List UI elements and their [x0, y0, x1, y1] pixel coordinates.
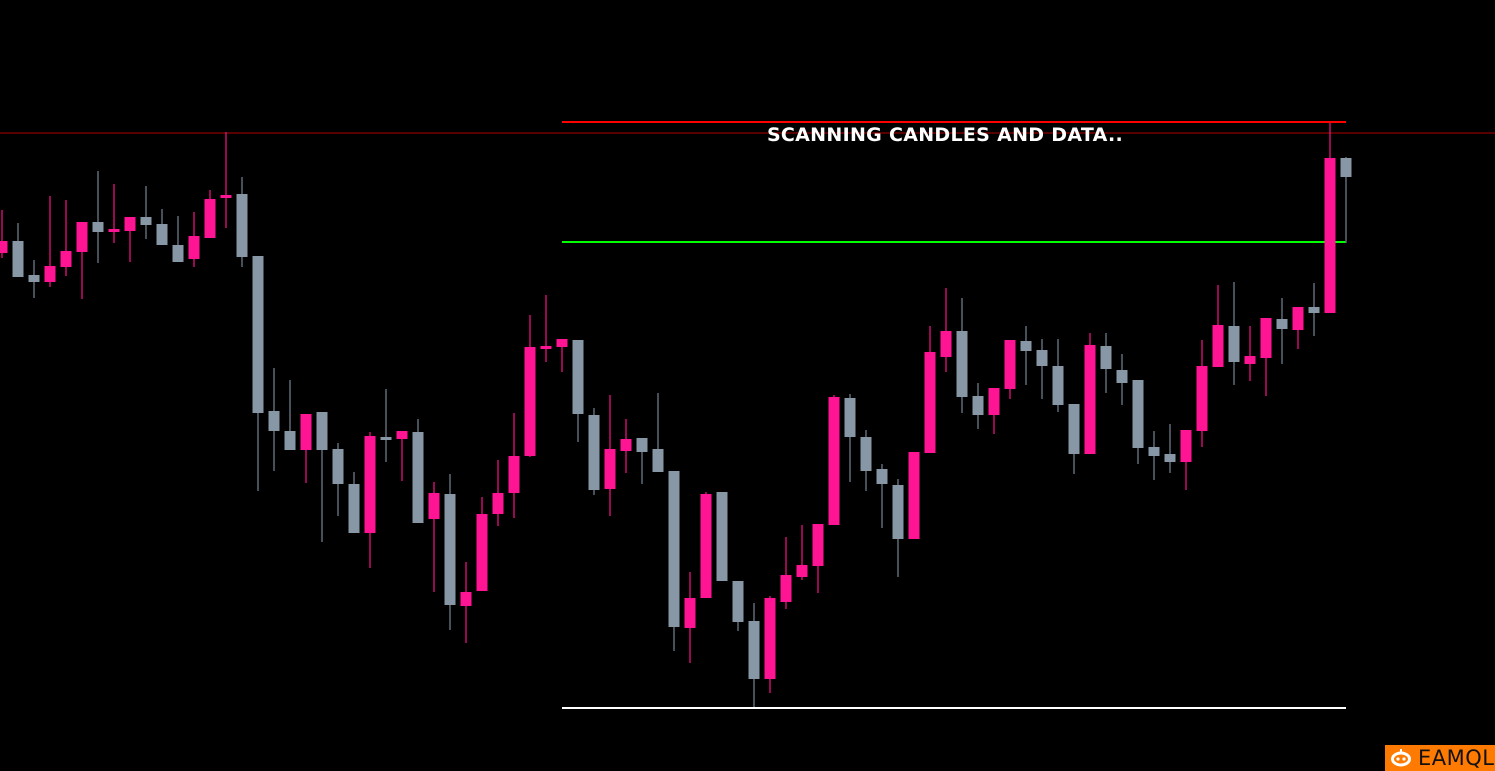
candle-body-bearish: [1020, 341, 1032, 351]
candle-body-bullish: [108, 229, 120, 232]
candle-body-bullish: [44, 266, 56, 282]
candle-body-bearish: [892, 485, 904, 539]
candle-body-bearish: [284, 431, 296, 450]
candle-body-bearish: [732, 581, 744, 622]
candle-body-bullish: [684, 598, 696, 628]
candle-body-bullish: [492, 493, 504, 514]
candle-body-bearish: [1164, 454, 1176, 462]
candle-body-bullish: [1004, 340, 1016, 389]
candle-body-bullish: [556, 339, 568, 347]
candle-body-bullish: [1292, 307, 1304, 330]
candle-body-bearish: [748, 621, 760, 679]
candle-body-bearish: [1132, 380, 1144, 448]
candle-body-bearish: [1036, 350, 1048, 366]
candle-body-bearish: [252, 256, 264, 413]
candle-body-bullish: [764, 598, 776, 679]
candle-body-bearish: [1100, 346, 1112, 369]
candle-body-bearish: [140, 217, 152, 225]
candle-body-bearish: [268, 411, 280, 431]
candle-body-bearish: [12, 241, 24, 277]
candle-body-bearish: [28, 275, 40, 282]
candle-body-bearish: [156, 224, 168, 245]
candle-body-bearish: [972, 396, 984, 415]
candle-body-bearish: [316, 412, 328, 450]
candle-body-bearish: [668, 471, 680, 627]
candle-body-bullish: [780, 575, 792, 602]
candle-body-bullish: [428, 493, 440, 519]
candle-body-bullish: [204, 199, 216, 238]
candle-body-bullish: [1260, 318, 1272, 358]
candle-body-bullish: [1324, 158, 1336, 313]
candle-body-bullish: [364, 436, 376, 533]
candle-body-bullish: [1244, 356, 1256, 364]
candle-body-bullish: [188, 236, 200, 259]
candle-body-bearish: [1052, 366, 1064, 405]
robot-icon: [1391, 749, 1411, 767]
candle-body-bullish: [0, 241, 8, 253]
candle-body-bearish: [1276, 319, 1288, 329]
brand-logo: EAMQL: [1385, 745, 1495, 771]
candle-body-bullish: [60, 251, 72, 267]
candle-body-bullish: [1212, 325, 1224, 367]
candle-body-bullish: [924, 352, 936, 453]
scanning-status-text: SCANNING CANDLES AND DATA..: [766, 124, 1124, 146]
candle-body-bearish: [1340, 158, 1352, 177]
candle-body-bearish: [236, 194, 248, 257]
candle-body-bullish: [524, 347, 536, 456]
candle-body-bearish: [844, 398, 856, 437]
candle-body-bullish: [508, 456, 520, 493]
candle-body-bearish: [1308, 307, 1320, 313]
candle-body-bullish: [940, 331, 952, 357]
candle-body-bullish: [700, 494, 712, 598]
candle-body-bullish: [908, 452, 920, 539]
candle-body-bearish: [636, 438, 648, 452]
candle-body-bearish: [444, 494, 456, 605]
candle-body-bearish: [1148, 447, 1160, 456]
candle-body-bullish: [812, 524, 824, 566]
candle-body-bullish: [476, 514, 488, 591]
candle-body-bullish: [540, 346, 552, 349]
candle-body-bearish: [1116, 370, 1128, 383]
candle-body-bearish: [348, 484, 360, 533]
candle-body-bullish: [220, 195, 232, 198]
candle-body-bullish: [1196, 366, 1208, 431]
candle-body-bullish: [604, 449, 616, 489]
candle-body-bullish: [796, 565, 808, 577]
candle-body-bearish: [652, 449, 664, 472]
candle-body-bullish: [396, 431, 408, 439]
logo-text: EAMQL: [1418, 746, 1495, 770]
candle-body-bullish: [1084, 345, 1096, 454]
candle-body-bearish: [332, 449, 344, 484]
candle-body-bullish: [620, 439, 632, 451]
candle-body-bearish: [380, 437, 392, 440]
candle-body-bearish: [172, 245, 184, 262]
candle-body-bullish: [76, 222, 88, 252]
candle-body-bearish: [860, 437, 872, 471]
candle-body-bearish: [716, 492, 728, 581]
candle-body-bearish: [1068, 404, 1080, 454]
candle-body-bullish: [1180, 430, 1192, 462]
candle-body-bullish: [300, 414, 312, 450]
candle-body-bearish: [1228, 326, 1240, 362]
candle-body-bearish: [876, 469, 888, 484]
candle-body-bearish: [92, 222, 104, 232]
candle-body-bearish: [412, 432, 424, 523]
candle-body-bullish: [460, 592, 472, 606]
candle-body-bullish: [988, 388, 1000, 415]
candle-body-bearish: [956, 331, 968, 397]
candle-body-bearish: [588, 415, 600, 490]
candle-body-bullish: [828, 397, 840, 525]
candle-body-bearish: [572, 340, 584, 414]
candle-body-bullish: [124, 217, 136, 231]
